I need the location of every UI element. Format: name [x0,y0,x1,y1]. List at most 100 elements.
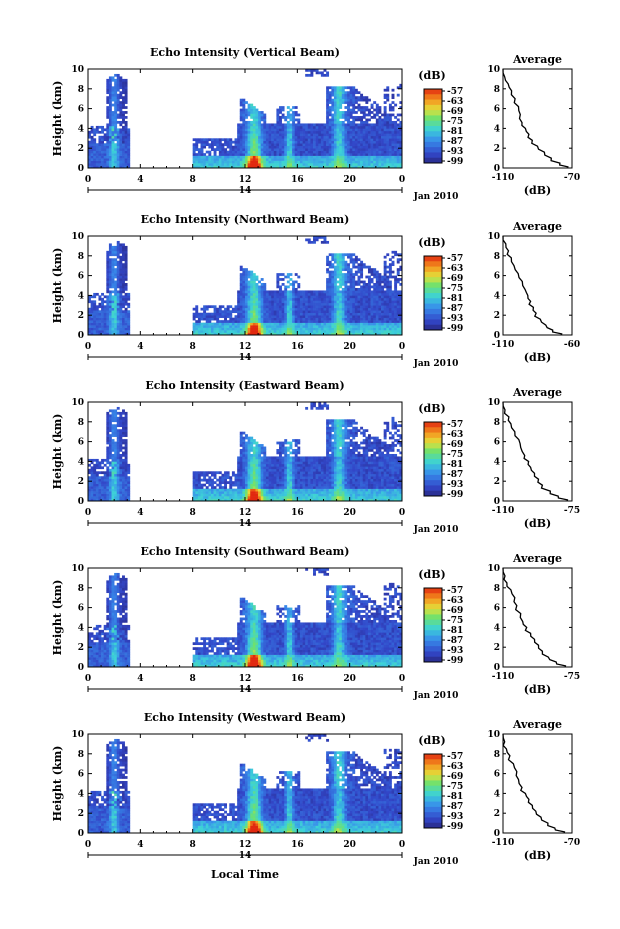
heatmap-cell [352,297,356,301]
heatmap-cell [339,145,343,149]
heatmap-cell [333,128,337,132]
heatmap-cell [360,93,364,97]
heatmap-cell [289,113,293,117]
heatmap-cell [333,290,337,294]
heatmap-cell [247,111,251,114]
heatmap-cell [242,103,246,107]
heatmap-cell [318,325,322,328]
heatmap-cell [383,123,387,127]
heatmap-cell [247,158,251,161]
heatmap-cell [255,116,259,119]
heatmap-cell [205,150,209,154]
heatmap-cell [326,330,330,333]
y-axis-label: Height (km) [51,81,64,157]
heatmap-cell [388,135,392,139]
heatmap-cell [386,317,390,321]
heatmap-cell [381,125,384,129]
heatmap-cell [271,133,275,137]
heatmap-cell [237,158,241,161]
heatmap-cell [344,113,348,117]
heatmap-cell [258,332,261,336]
heatmap-cell [292,135,296,139]
heatmap-cell [347,150,350,154]
heatmap-cell [95,130,99,134]
heatmap-cell [119,255,123,259]
heatmap-cell [119,307,123,311]
heatmap-cell [273,330,277,333]
heatmap-cell [239,145,243,149]
heatmap-cell [375,153,379,156]
heatmap-cell [328,165,332,169]
heatmap-cell [119,496,123,499]
heatmap-cell [195,471,199,475]
heatmap-cell [294,135,298,139]
heatmap-cell [114,130,118,134]
heatmap-cell [360,302,364,306]
heatmap-cell [333,143,337,147]
heatmap-cell [108,81,112,85]
heatmap-cell [315,71,319,75]
heatmap-cell [268,133,272,137]
heatmap-cell [399,163,403,166]
heatmap-cell [239,325,243,328]
heatmap-cell [108,476,112,480]
heatmap-cell [268,315,272,318]
heatmap-cell [224,322,227,326]
heatmap-cell [106,461,110,465]
heatmap-cell [252,128,256,132]
heatmap-cell [122,411,125,415]
heatmap-cell [315,123,319,127]
heatmap-cell [108,116,112,119]
heatmap-cell [375,140,379,144]
heatmap-cell [292,125,296,129]
heatmap-cell [88,476,91,480]
heatmap-cell [127,325,131,328]
heatmap-cell [281,123,285,127]
heatmap-cell [119,120,123,124]
heatmap-cell [265,305,269,309]
heatmap-cell [318,145,322,149]
heatmap-cell [370,273,374,276]
heatmap-cell [349,275,353,279]
colorbar-segment [424,303,442,310]
heatmap-cell [111,312,115,316]
heatmap-cell [239,118,243,122]
heatmap-cell [373,143,377,147]
heatmap-cell [336,268,340,271]
heatmap-cell [370,302,374,306]
heatmap-cell [197,325,201,328]
heatmap-cell [273,155,277,159]
heatmap-cell [326,290,330,294]
heatmap-cell [111,295,115,299]
heatmap-cell [378,153,382,156]
heatmap-cell [354,123,358,127]
heatmap-cell [242,111,246,114]
heatmap-cell [378,295,382,299]
heatmap-cell [255,330,259,333]
heatmap-cell [305,133,309,137]
heatmap-cell [111,283,115,286]
heatmap-cell [396,138,400,142]
heatmap-cell [391,327,395,331]
heatmap-cell [362,148,366,151]
heatmap-cell [333,255,337,259]
heatmap-cell [260,130,264,134]
heatmap-cell [341,93,345,97]
heatmap-cell [279,307,282,311]
heatmap-cell [106,446,110,450]
heatmap-cell [310,143,314,147]
heatmap-cell [245,310,248,314]
heatmap-cell [310,145,314,149]
heatmap-cell [103,145,107,149]
heatmap-cell [391,263,395,266]
heatmap-cell [250,297,254,301]
heatmap-cell [124,81,128,85]
heatmap-cell [292,330,296,333]
heatmap-cell [323,155,327,159]
heatmap-cell [375,111,379,114]
heatmap-cell [289,300,293,304]
heatmap-cell [339,96,343,99]
heatmap-cell [116,305,120,309]
heatmap-cell [276,278,280,281]
heatmap-cell [328,312,332,316]
